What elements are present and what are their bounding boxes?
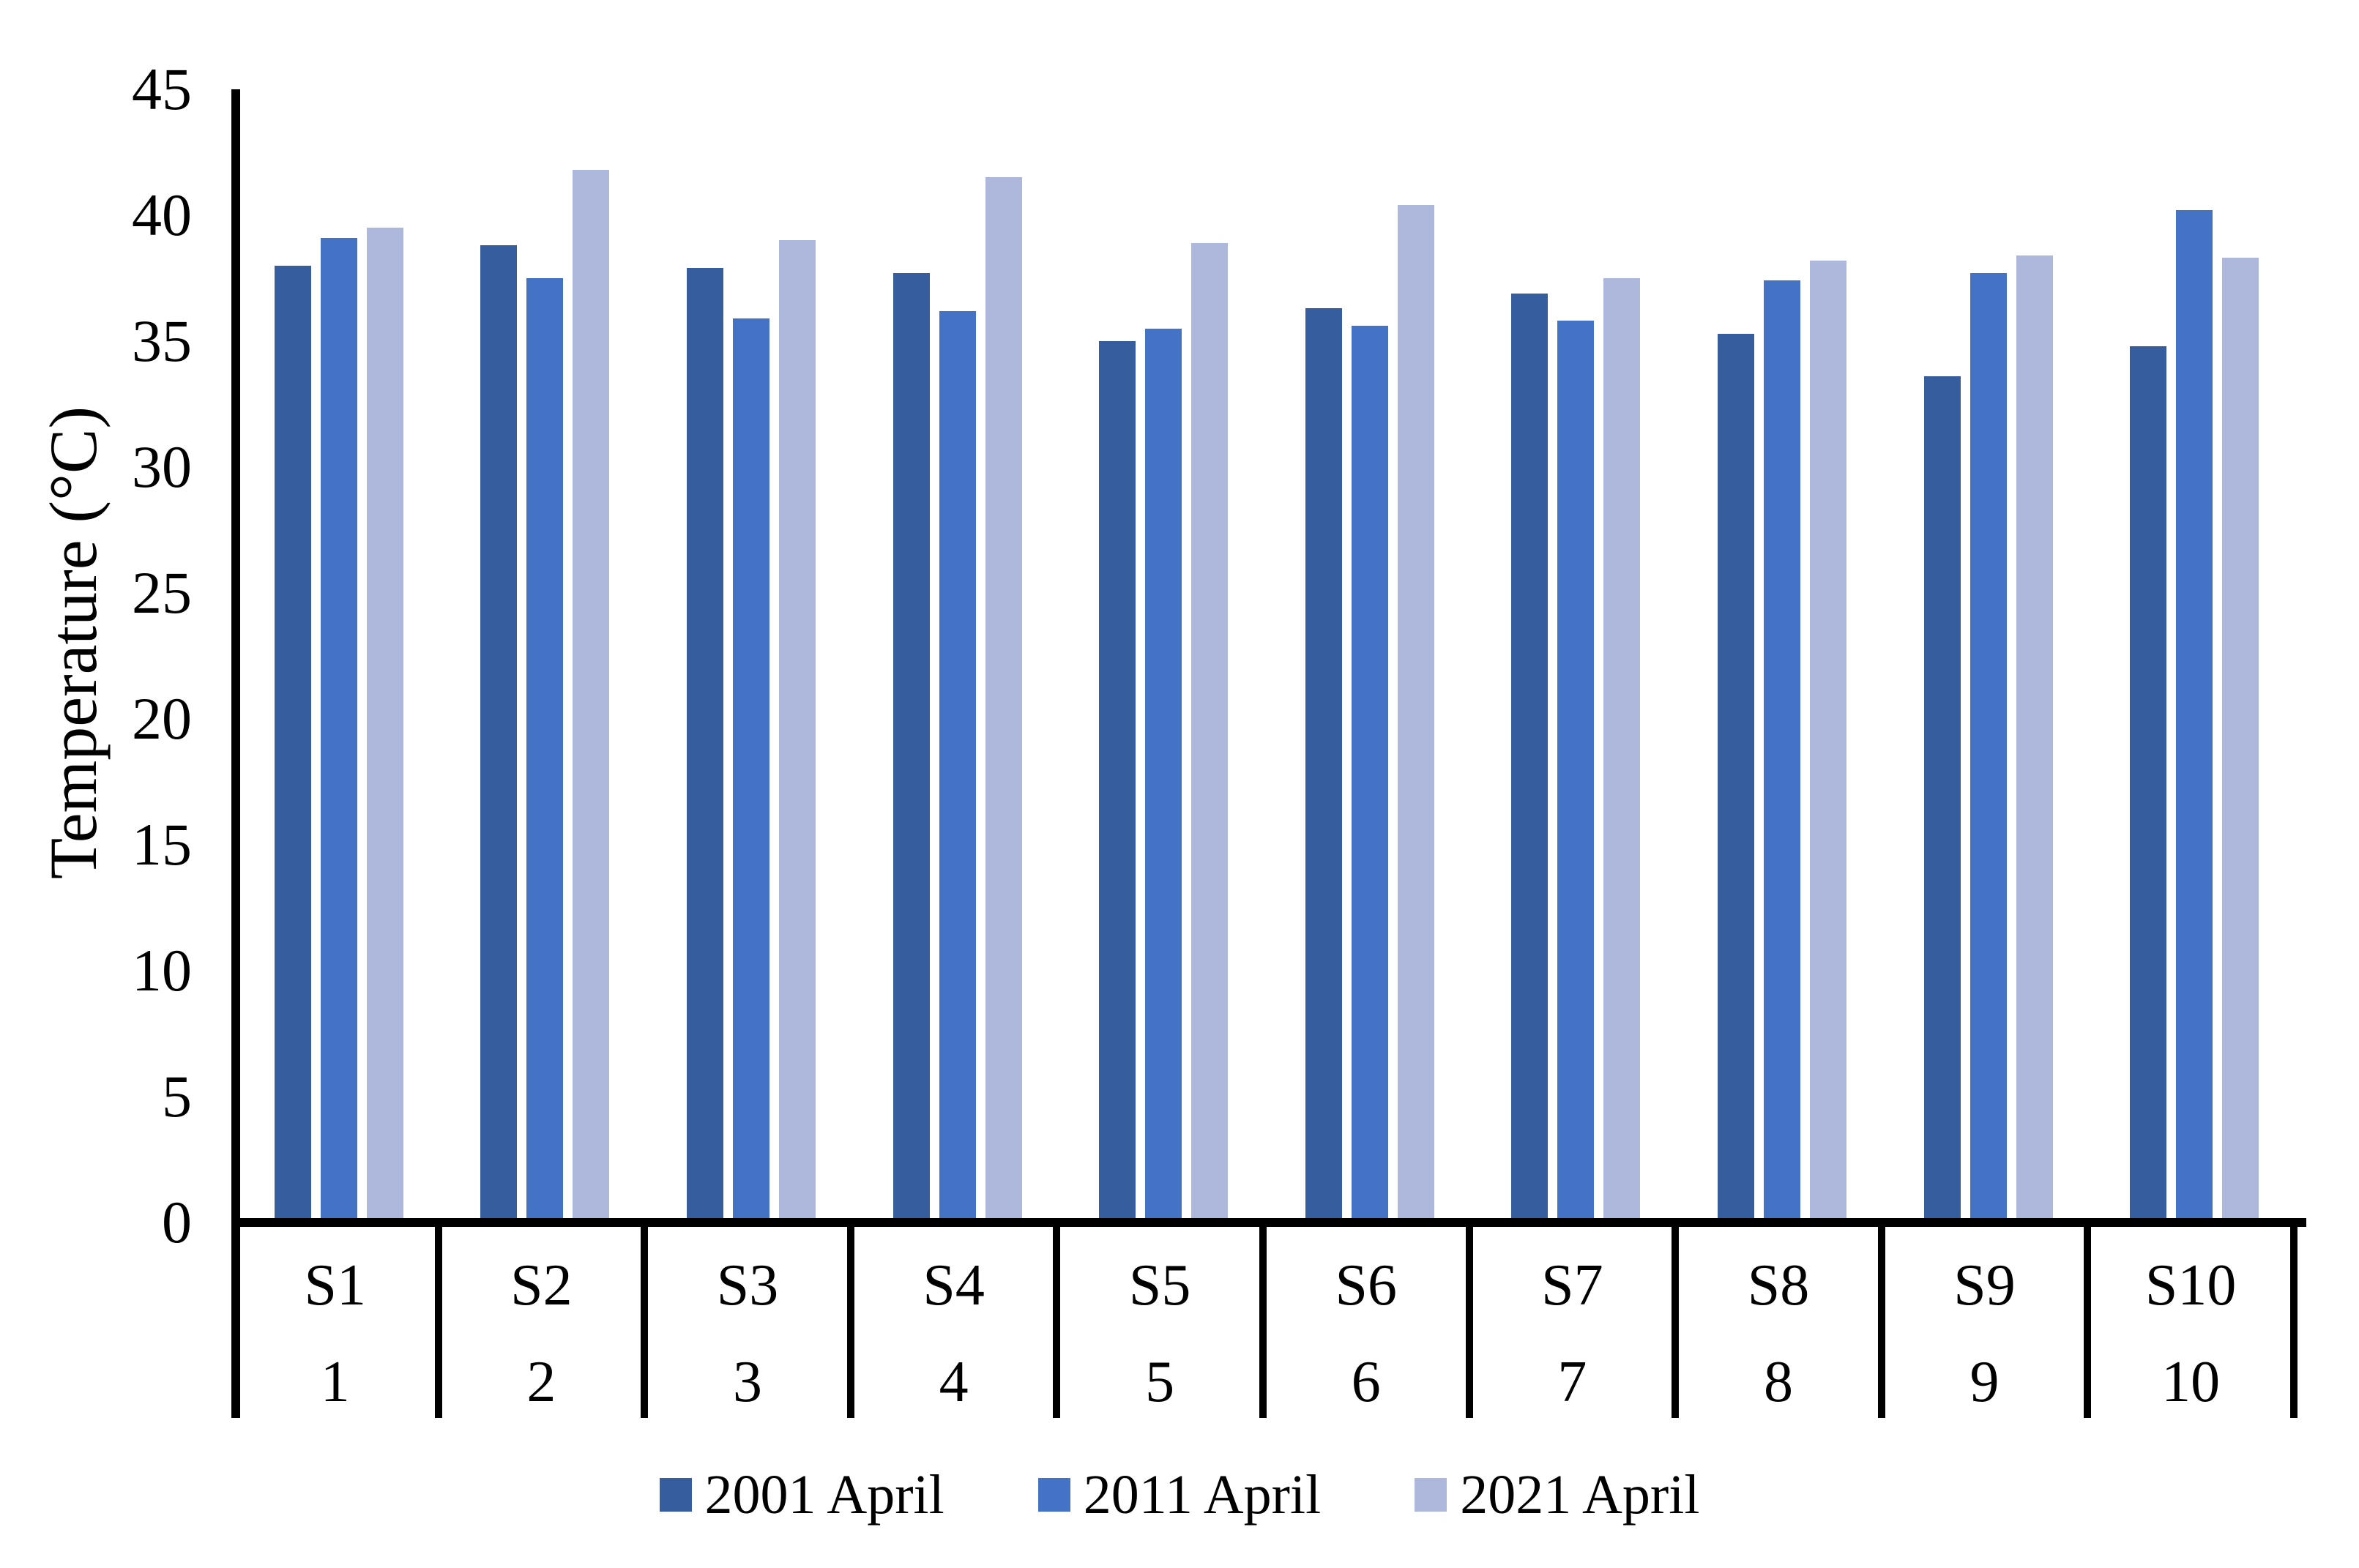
bar-s10-2001-april [2130,346,2167,1222]
category-number-label: 3 [732,1350,762,1414]
category-label: S10 [2144,1253,2237,1318]
category-number-label: 2 [526,1350,556,1414]
category-label: S5 [1128,1253,1191,1318]
legend-marker-icon [1037,1478,1070,1512]
category-cell-s2: S2 2 [442,1227,649,1418]
x-axis-line [231,1218,2306,1227]
y-tick-label: 45 [132,56,192,122]
bar-group-s9 [1885,89,2092,1222]
y-tick-label: 15 [132,811,192,878]
bar-group-s7 [1473,89,1680,1222]
bar-s6-2021-april [1397,205,1434,1222]
category-label: S8 [1747,1253,1810,1318]
y-tick-label: 35 [132,307,192,374]
legend-marker-icon [659,1478,692,1512]
category-cell-s4: S4 4 [854,1227,1061,1418]
category-cell-s10: S10 10 [2091,1227,2297,1418]
plot-area [236,89,2297,1222]
category-number-label: 10 [2161,1350,2221,1414]
bar-s2-2011-april [526,278,564,1222]
y-tick-label: 40 [132,182,192,248]
category-number-label: 7 [1557,1350,1587,1414]
legend: 2001 April 2011 April 2021 April [0,1458,2359,1531]
legend-marker-icon [1415,1478,1447,1512]
y-tick-label: 0 [162,1189,192,1255]
bar-s5-2011-april [1145,328,1182,1222]
category-cell-s9: S9 9 [1885,1227,2092,1418]
bar-s4-2011-april [939,310,976,1222]
bar-s9-2001-april [1923,376,1961,1222]
category-number-label: 9 [1969,1350,2000,1414]
bar-s3-2001-april [686,268,723,1222]
bar-s2-2001-april [480,245,518,1222]
category-label: S1 [304,1253,367,1318]
legend-label: 2001 April [704,1464,944,1526]
bar-group-s10 [2091,89,2297,1222]
category-cell-s8: S8 8 [1679,1227,1885,1418]
y-tick-label: 30 [132,433,192,500]
bar-s3-2021-april [778,240,816,1222]
category-cell-s5: S5 5 [1060,1227,1267,1418]
category-number-label: 4 [939,1350,969,1414]
bar-s5-2021-april [1191,242,1229,1222]
bar-s7-2001-april [1511,293,1549,1222]
bar-s6-2011-april [1351,326,1388,1222]
bar-s1-2021-april [366,228,403,1222]
bar-s4-2021-april [985,177,1022,1222]
y-tick-label: 5 [162,1063,192,1130]
legend-item-2011-april: 2011 April [1037,1462,1322,1528]
category-label: S7 [1541,1253,1603,1318]
bar-s8-2021-april [1809,260,1846,1222]
category-number-label: 8 [1763,1350,1793,1414]
legend-item-2021-april: 2021 April [1415,1462,1699,1528]
category-label: S4 [923,1253,985,1318]
bar-s8-2001-april [1717,333,1754,1222]
bar-s6-2001-april [1305,308,1342,1222]
bar-s7-2021-april [1603,278,1641,1222]
bar-s8-2011-april [1763,280,1800,1222]
category-cell-s6: S6 6 [1267,1227,1473,1418]
category-label: S9 [1953,1253,2016,1318]
bar-s3-2011-april [732,318,769,1222]
bar-s9-2021-april [2016,255,2053,1222]
bar-group-s2 [442,89,649,1222]
category-label: S3 [716,1253,779,1318]
bar-group-s4 [854,89,1061,1222]
bar-s4-2001-april [892,273,930,1222]
category-number-label: 1 [320,1350,350,1414]
legend-item-2001-april: 2001 April [659,1462,944,1528]
bar-group-s3 [648,89,854,1222]
bar-s10-2021-april [2222,258,2259,1222]
legend-label: 2011 April [1083,1464,1322,1526]
bar-group-s6 [1267,89,1473,1222]
legend-label: 2021 April [1460,1464,1700,1526]
category-cell-s1: S1 1 [236,1227,442,1418]
category-label: S2 [510,1253,573,1318]
bar-s9-2011-april [1969,273,2007,1222]
y-tick-label: 20 [132,685,192,752]
category-number-label: 5 [1145,1350,1175,1414]
y-axis-line [231,89,240,1418]
category-label: S6 [1335,1253,1398,1318]
category-cell-s7: S7 7 [1473,1227,1680,1418]
y-tick-label: 10 [132,937,192,1004]
category-cell-s3: S3 3 [648,1227,854,1418]
bar-group-s5 [1060,89,1267,1222]
bar-s1-2001-april [274,265,311,1222]
bar-group-s1 [236,89,442,1222]
category-axis: S1 1 S2 2 S3 3 S4 4 S5 5 S6 6 S7 7 S8 8 S9 9 S10 10 [236,1227,2297,1418]
bar-s10-2011-april [2176,210,2213,1222]
bar-s2-2021-april [573,170,610,1222]
bar-s5-2001-april [1099,341,1136,1222]
y-tick-label: 25 [132,559,192,626]
bar-group-s8 [1679,89,1885,1222]
bar-s1-2011-april [320,237,357,1222]
bar-s7-2011-april [1557,321,1595,1222]
category-number-label: 6 [1351,1350,1381,1414]
